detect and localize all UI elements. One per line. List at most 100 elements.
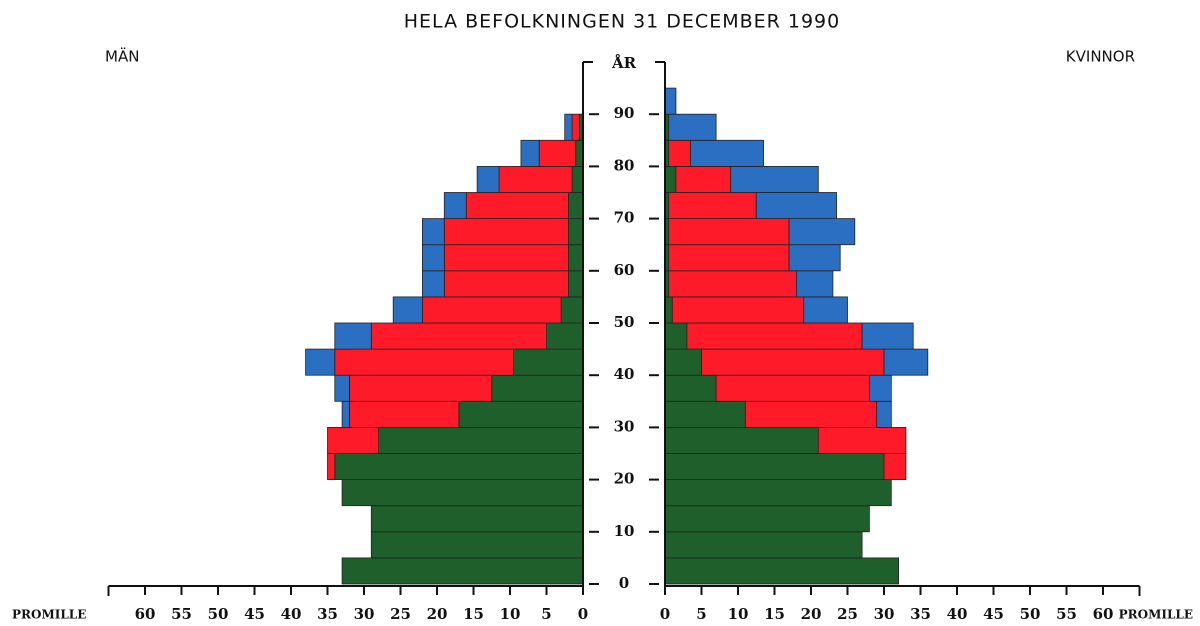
bar [668, 139, 691, 167]
bar [334, 374, 350, 402]
bar [334, 348, 515, 376]
bar [883, 348, 929, 376]
bar [327, 426, 379, 454]
y-tick-label: 20 [614, 470, 635, 488]
bar [664, 348, 702, 376]
bar [421, 244, 445, 272]
x-tick-label: 20 [427, 605, 448, 623]
bar [744, 400, 878, 428]
bar [803, 296, 848, 324]
y-axis-label: ÅR [611, 54, 637, 72]
bar [690, 139, 764, 167]
x-tick-label: 0 [660, 605, 670, 623]
x-tick-label: 25 [837, 605, 858, 623]
bar [664, 87, 677, 115]
x-tick-label: 50 [208, 605, 229, 623]
bar [668, 270, 797, 298]
bar [668, 113, 717, 141]
bar [664, 479, 892, 507]
x-tick-label: 10 [728, 605, 749, 623]
x-tick-label: 60 [135, 605, 156, 623]
bar [370, 505, 584, 533]
bar [568, 192, 584, 220]
bar [869, 374, 892, 402]
bar [755, 192, 837, 220]
x-tick-label: 30 [874, 605, 895, 623]
bar [443, 270, 569, 298]
bar [476, 165, 500, 193]
y-tick-label: 90 [614, 104, 635, 122]
x-tick-label: 40 [947, 605, 968, 623]
bar [664, 165, 677, 193]
bar [341, 479, 584, 507]
x-tick-label: 55 [1056, 605, 1077, 623]
bar [571, 113, 580, 141]
x-tick-label: 5 [541, 605, 551, 623]
y-tick-label: 30 [614, 417, 635, 435]
bar [498, 165, 573, 193]
bar [664, 426, 819, 454]
bar [421, 218, 445, 246]
y-tick-label: 60 [614, 261, 635, 279]
x-tick-label: 15 [463, 605, 484, 623]
x-tick-label: 0 [578, 605, 588, 623]
bar [817, 426, 907, 454]
x-tick-label: 50 [1020, 605, 1041, 623]
bar [664, 505, 870, 533]
x-axis-label: PROMILLE [1119, 608, 1193, 622]
y-tick-label: 50 [614, 313, 635, 331]
bar [341, 400, 350, 428]
bar [370, 531, 584, 559]
bar [341, 557, 584, 585]
y-tick-label: 80 [614, 156, 635, 174]
bar [664, 296, 673, 324]
bar [575, 139, 584, 167]
right-label: KVINNOR [1066, 48, 1135, 66]
x-tick-label: 35 [317, 605, 338, 623]
x-tick-label: 25 [390, 605, 411, 623]
bar [560, 296, 584, 324]
bar [664, 531, 863, 559]
bar [564, 113, 573, 141]
x-tick-label: 40 [281, 605, 302, 623]
bar [664, 322, 688, 350]
y-tick-label: 70 [614, 209, 635, 227]
bar [664, 400, 746, 428]
chart-title: HELA BEFOLKNINGEN 31 DECEMBER 1990 [404, 11, 840, 33]
bar [458, 400, 584, 428]
left-label: MÄN [105, 47, 139, 66]
bar [796, 270, 834, 298]
bar [443, 218, 569, 246]
bar [861, 322, 914, 350]
bar [327, 453, 336, 481]
bar [538, 139, 577, 167]
bar [686, 322, 863, 350]
axis-line [664, 62, 1140, 587]
bar [701, 348, 885, 376]
bar [370, 322, 547, 350]
bar [443, 244, 569, 272]
x-tick-label: 45 [244, 605, 265, 623]
bar [671, 296, 805, 324]
x-tick-label: 20 [801, 605, 822, 623]
bar [421, 270, 445, 298]
bar [491, 374, 584, 402]
x-axis-label: PROMILLE [12, 608, 86, 622]
x-tick-label: 45 [983, 605, 1004, 623]
bar [571, 165, 584, 193]
bar [568, 218, 584, 246]
bar [788, 218, 856, 246]
x-tick-label: 10 [500, 605, 521, 623]
x-tick-label: 35 [910, 605, 931, 623]
bar [883, 453, 907, 481]
bar [513, 348, 584, 376]
x-tick-label: 60 [1093, 605, 1114, 623]
bar [668, 244, 790, 272]
x-tick-label: 5 [696, 605, 706, 623]
bar [664, 453, 885, 481]
x-tick-label: 30 [354, 605, 375, 623]
bar [876, 400, 892, 428]
bar [334, 453, 584, 481]
bar [568, 270, 584, 298]
